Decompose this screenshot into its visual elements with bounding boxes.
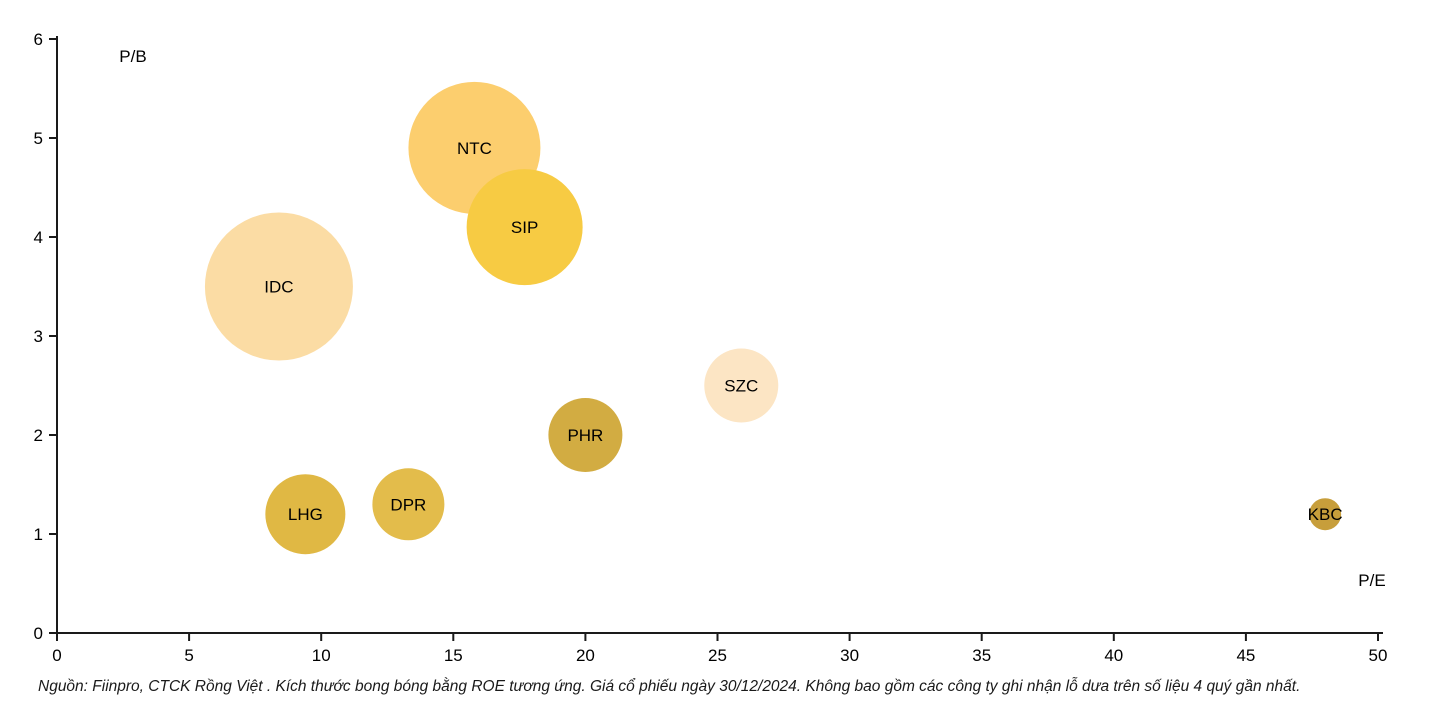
x-tick-label: 10 <box>312 646 331 665</box>
bubble-SZC <box>704 348 779 423</box>
y-tick-label: 4 <box>34 228 43 247</box>
x-axis-title: P/E <box>1358 571 1385 590</box>
bubble-LHG <box>265 474 346 555</box>
y-tick-label: 0 <box>34 624 43 643</box>
y-tick-label: 5 <box>34 129 43 148</box>
x-tick-label: 30 <box>840 646 859 665</box>
x-tick-label: 20 <box>576 646 595 665</box>
bubble-IDC <box>204 212 353 361</box>
x-tick-label: 5 <box>184 646 193 665</box>
bubble-label-LHG: LHG <box>288 505 323 524</box>
x-tick-label: 50 <box>1369 646 1388 665</box>
y-axis-title: P/B <box>119 47 146 66</box>
bubble-label-IDC: IDC <box>264 278 293 297</box>
bubble-label-PHR: PHR <box>567 426 603 445</box>
y-tick-label: 3 <box>34 327 43 346</box>
bubble-KBC <box>1309 498 1342 531</box>
x-tick-label: 45 <box>1236 646 1255 665</box>
y-tick-label: 6 <box>34 30 43 49</box>
x-tick-label: 0 <box>52 646 61 665</box>
y-tick-label: 1 <box>34 525 43 544</box>
bubble-DPR <box>372 468 445 541</box>
bubble-label-KBC: KBC <box>1308 505 1343 524</box>
bubble-label-NTC: NTC <box>457 139 492 158</box>
bubble-label-DPR: DPR <box>390 495 426 514</box>
x-tick-label: 40 <box>1104 646 1123 665</box>
x-tick-label: 35 <box>972 646 991 665</box>
source-note: Nguồn: Fiinpro, CTCK Rồng Việt . Kích th… <box>38 678 1301 695</box>
bubble-SIP <box>466 169 583 286</box>
bubble-label-SIP: SIP <box>511 218 538 237</box>
y-tick-label: 2 <box>34 426 43 445</box>
bubble-label-SZC: SZC <box>724 377 758 396</box>
bubble-PHR <box>548 398 623 472</box>
x-tick-label: 25 <box>708 646 727 665</box>
x-tick-label: 15 <box>444 646 463 665</box>
